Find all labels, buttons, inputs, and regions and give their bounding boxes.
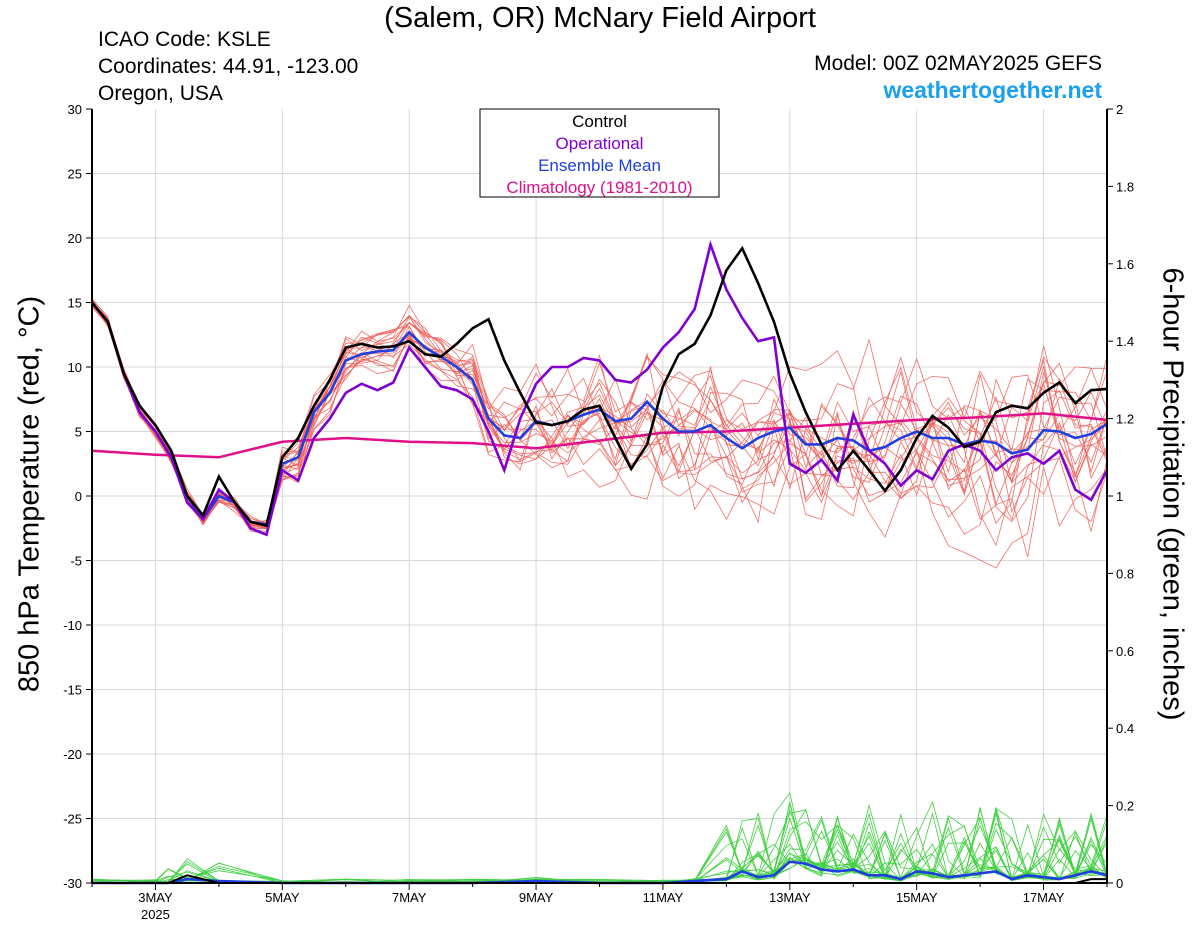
- temp-member-line: [91, 298, 1108, 530]
- axes: 302520151050-5-10-15-20-25-3021.81.61.41…: [63, 102, 1134, 922]
- y-tick-label-right: 1.2: [1116, 412, 1134, 427]
- y-tick-label-left: 0: [75, 489, 82, 504]
- legend-entry: Operational: [556, 134, 644, 153]
- y-tick-label-left: 25: [68, 167, 82, 182]
- y-tick-label-left: -15: [63, 683, 82, 698]
- y-tick-label-left: -5: [70, 554, 82, 569]
- y-tick-label-left: -20: [63, 747, 82, 762]
- legend-entry: Ensemble Mean: [538, 156, 661, 175]
- x-tick-label: 11MAY: [643, 890, 684, 905]
- y-tick-label-right: 2: [1116, 102, 1123, 117]
- x-tick-label: 17MAY: [1023, 890, 1065, 905]
- temp-member-line: [91, 300, 1108, 530]
- temp-member-line: [91, 302, 1108, 535]
- page-title: (Salem, OR) McNary Field Airport: [384, 2, 816, 34]
- icao-code: ICAO Code: KSLE: [98, 28, 271, 51]
- x-tick-label: 9MAY: [519, 890, 554, 905]
- y-tick-label-left: 20: [68, 231, 82, 246]
- legend-entry: Climatology (1981-2010): [506, 178, 692, 197]
- y-tick-label-left: 5: [75, 425, 82, 440]
- legend-box: [479, 108, 720, 198]
- y-tick-label-right: 1.8: [1116, 179, 1134, 194]
- y-tick-label-left: -10: [63, 618, 82, 633]
- precip-member-line: [92, 813, 1108, 884]
- operational-line: [90, 239, 1109, 537]
- y-tick-label-right: 0.8: [1116, 566, 1134, 581]
- temp-member-line: [91, 299, 1108, 529]
- y-tick-label-left: 10: [68, 360, 82, 375]
- model-run: Model: 00Z 02MAY2025 GEFS: [814, 52, 1102, 75]
- x-tick-label: 7MAY: [392, 890, 427, 905]
- coordinates: Coordinates: 44.91, -123.00: [98, 55, 359, 78]
- x-tick-label: 15MAY: [896, 890, 938, 905]
- temp-member-line: [91, 302, 1108, 547]
- x-tick-label: 5MAY: [265, 890, 300, 905]
- control-line: [90, 245, 1108, 528]
- y-tick-label-right: 0: [1116, 876, 1123, 891]
- y-tick-label-left: 15: [68, 296, 82, 311]
- precip-member-line: [91, 814, 1108, 884]
- y-tick-label-right: 0.6: [1116, 644, 1134, 659]
- site-link[interactable]: weathertogether.net: [883, 77, 1102, 103]
- y-tick-label-right: 1.4: [1116, 334, 1134, 349]
- y-tick-label-right: 1.6: [1116, 257, 1134, 272]
- legend-entry: Control: [572, 112, 627, 131]
- x-tick-year-label: 2025: [141, 907, 170, 922]
- y-tick-label-left: -30: [63, 876, 82, 891]
- region: Oregon, USA: [98, 82, 223, 105]
- y-tick-label-right: 1: [1116, 489, 1123, 504]
- y-tick-label-right: 0.2: [1116, 799, 1134, 814]
- main-series: [90, 239, 1109, 885]
- y-tick-label-left: 30: [68, 102, 82, 117]
- precip-member-line: [91, 803, 1108, 884]
- ensemble-members: [91, 298, 1108, 884]
- y-tick-label-left: -25: [63, 812, 82, 827]
- precip-member-line: [92, 816, 1108, 884]
- y-tick-label-right: 0.4: [1116, 721, 1134, 736]
- gridlines: [92, 109, 1107, 883]
- x-tick-label: 13MAY: [769, 890, 811, 905]
- precip-member-line: [91, 791, 1108, 884]
- legend: Control Operational Ensemble Mean Climatolo…: [479, 108, 720, 198]
- precip-member-line: [92, 815, 1108, 884]
- x-tick-label: 3MAY: [138, 890, 173, 905]
